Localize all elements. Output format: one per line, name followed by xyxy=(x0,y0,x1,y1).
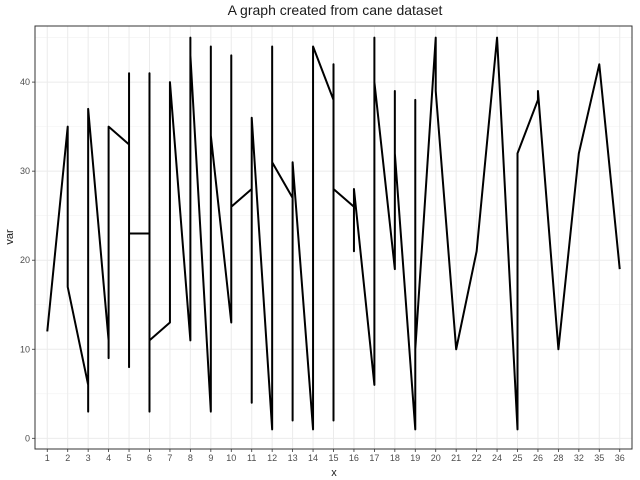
x-tick-label: 17 xyxy=(369,453,379,463)
y-tick-label: 30 xyxy=(20,166,30,176)
x-tick-label: 11 xyxy=(247,453,256,463)
y-tick-label: 0 xyxy=(25,433,30,443)
x-tick-label: 5 xyxy=(127,453,132,463)
x-tick-label: 3 xyxy=(86,453,91,463)
x-tick-label: 12 xyxy=(267,453,277,463)
x-tick-label: 22 xyxy=(472,453,482,463)
x-tick-label: 16 xyxy=(349,453,359,463)
y-tick-label: 10 xyxy=(20,344,30,354)
x-tick-label: 36 xyxy=(615,453,625,463)
x-tick-label: 35 xyxy=(594,453,604,463)
x-tick-label: 19 xyxy=(410,453,420,463)
x-tick-label: 21 xyxy=(451,453,461,463)
x-axis-title: x xyxy=(331,467,337,479)
y-tick-label: 20 xyxy=(20,255,30,265)
series-line xyxy=(46,36,621,431)
x-tick-label: 13 xyxy=(288,453,298,463)
x-tick-label: 15 xyxy=(328,453,338,463)
x-axis: 1 2 3 4 5 6 7 8 9 10 11 12 13 14 15 16 17 18 19 20 21 22 24 25 2… xyxy=(45,449,625,463)
x-tick-label: 9 xyxy=(208,453,213,463)
x-tick-label: 26 xyxy=(533,453,543,463)
y-axis-title: var xyxy=(4,229,16,245)
y-tick-label: 40 xyxy=(20,77,30,87)
x-tick-label: 4 xyxy=(106,453,111,463)
x-tick-label: 18 xyxy=(390,453,400,463)
x-tick-label: 20 xyxy=(431,453,441,463)
x-tick-label: 7 xyxy=(167,453,172,463)
x-tick-label: 8 xyxy=(188,453,193,463)
x-tick-label: 6 xyxy=(147,453,152,463)
x-tick-label: 25 xyxy=(512,453,522,463)
chart-title: A graph created from cane dataset xyxy=(228,2,443,18)
x-tick-label: 28 xyxy=(553,453,563,463)
x-tick-label: 10 xyxy=(226,453,236,463)
x-tick-label: 1 xyxy=(45,453,50,463)
x-tick-label: 24 xyxy=(492,453,502,463)
x-tick-label: 32 xyxy=(574,453,584,463)
series-layer xyxy=(46,36,621,431)
y-axis: 0 10 20 30 40 xyxy=(20,77,35,443)
x-tick-label: 14 xyxy=(308,453,318,463)
x-tick-label: 2 xyxy=(65,453,70,463)
